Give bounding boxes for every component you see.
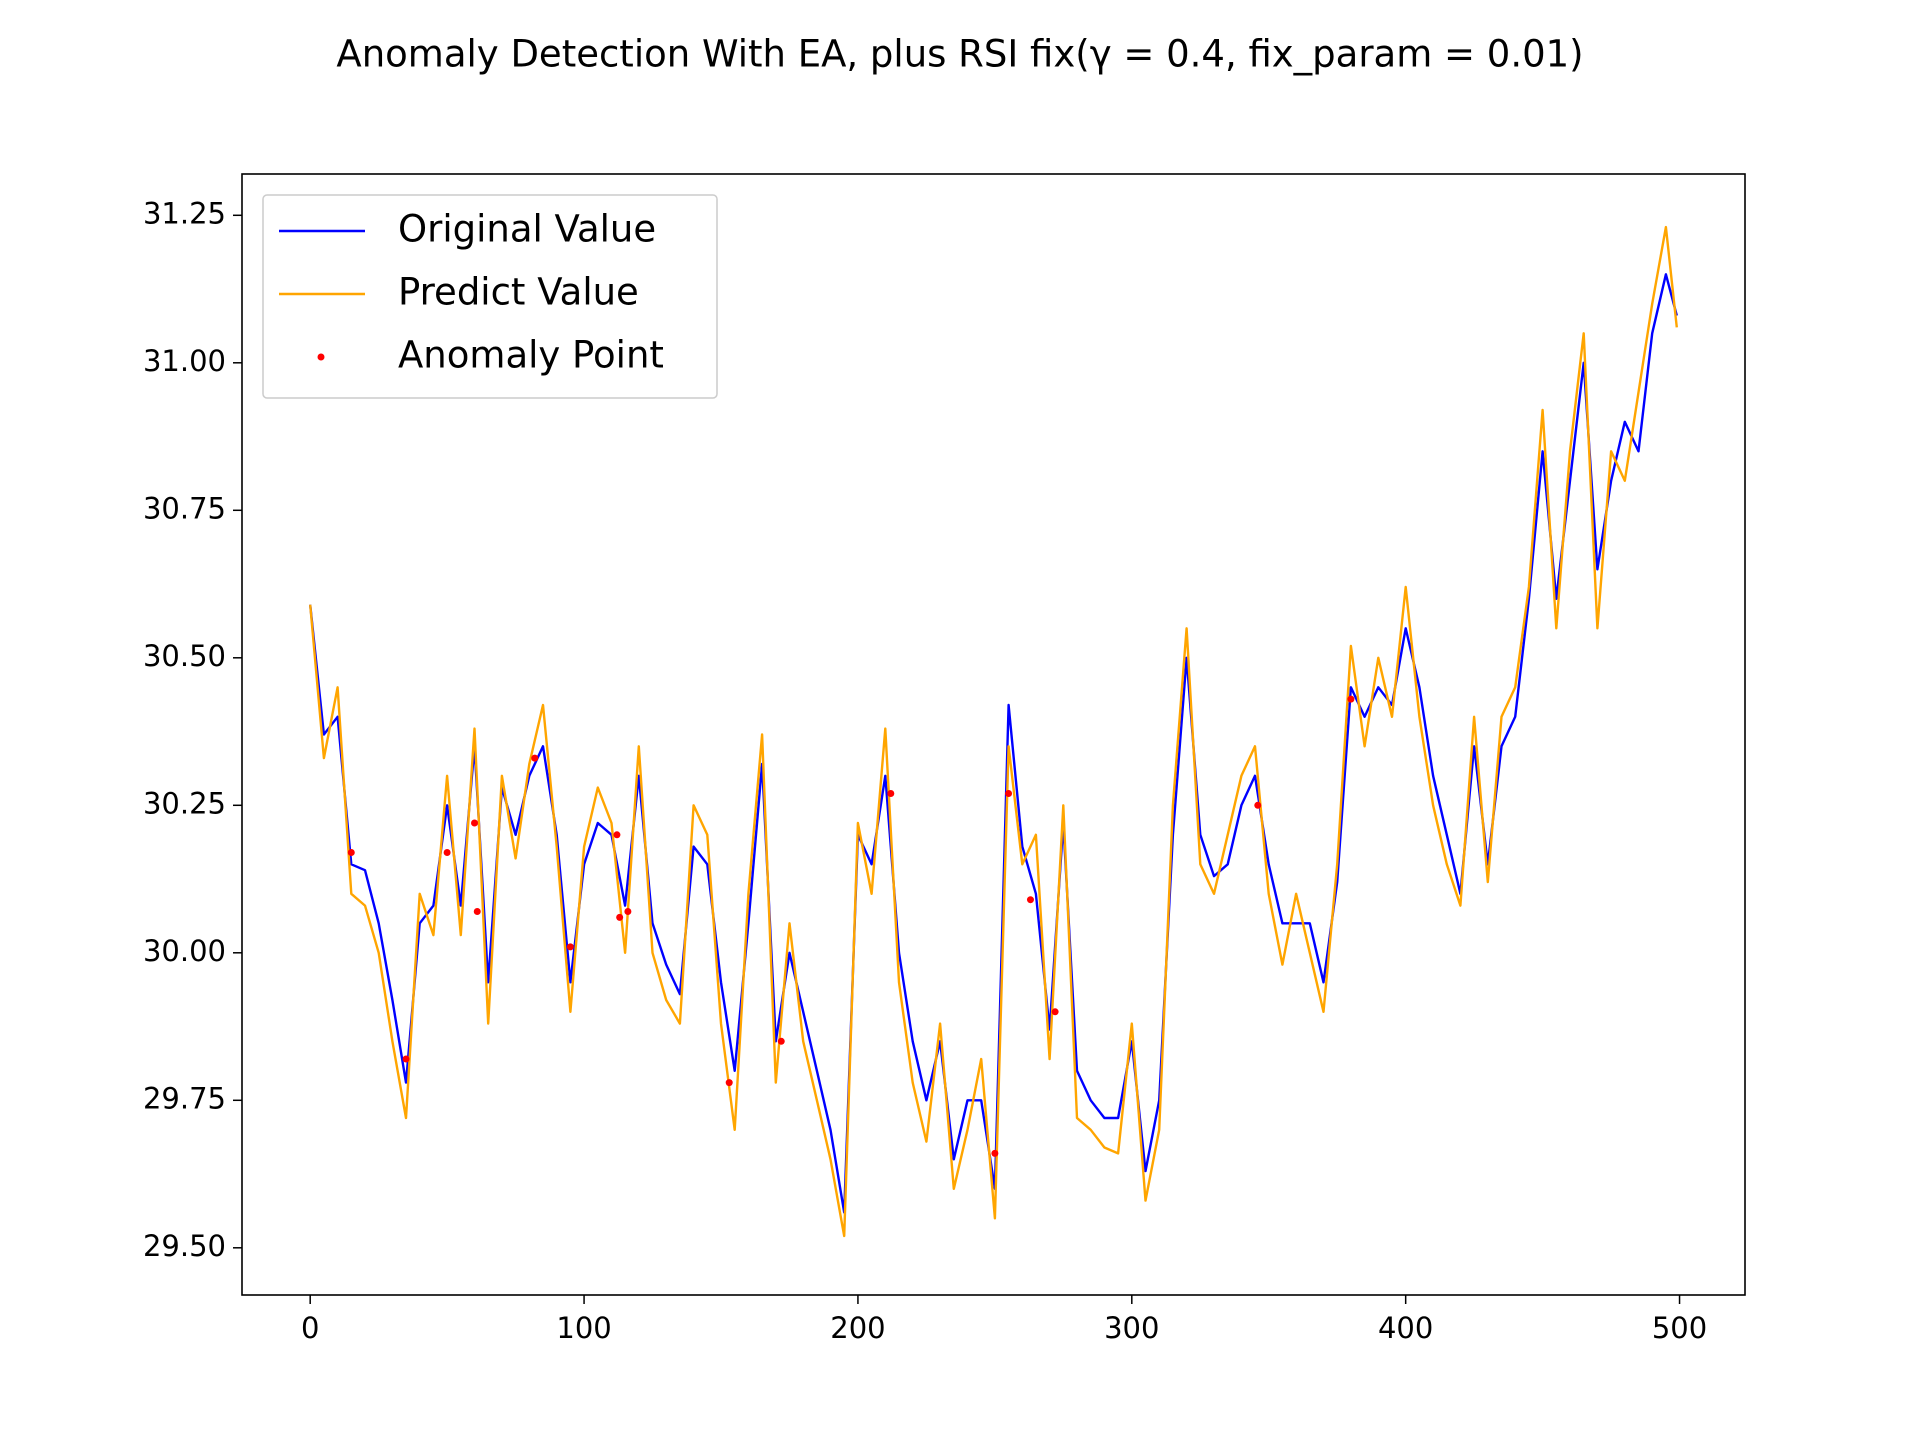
anomaly-point	[1026, 896, 1034, 904]
anomaly-point	[566, 943, 574, 951]
x-tick-label: 0	[301, 1311, 319, 1345]
anomaly-point	[443, 849, 451, 856]
legend-label: Original Value	[398, 208, 656, 251]
anomaly-point	[887, 790, 895, 797]
y-tick-label: 30.50	[143, 639, 226, 673]
anomaly-point	[616, 913, 624, 921]
anomaly-point	[991, 1149, 999, 1157]
y-tick-label: 31.00	[143, 344, 226, 378]
anomaly-point	[473, 908, 481, 915]
x-tick-label: 500	[1652, 1311, 1707, 1345]
anomaly-point	[1051, 1008, 1059, 1016]
anomaly-point	[725, 1079, 733, 1087]
x-tick-label: 100	[556, 1311, 611, 1345]
anomaly-point	[402, 1055, 410, 1063]
legend-marker	[317, 353, 325, 361]
x-tick-label: 200	[830, 1311, 885, 1345]
anomaly-point	[777, 1037, 785, 1045]
series-line	[309, 225, 1678, 1238]
legend-label: Predict Value	[398, 271, 639, 314]
x-tick-label: 400	[1378, 1311, 1433, 1345]
y-tick-label: 30.00	[143, 934, 226, 968]
anomaly-point	[347, 849, 355, 856]
chart-title: Anomaly Detection With EA, plus RSI fix(…	[336, 33, 1583, 76]
legend-box	[262, 194, 718, 399]
anomaly-point	[531, 754, 539, 762]
anomaly-point	[471, 819, 479, 827]
plot-frame	[241, 173, 1746, 1296]
anomaly-point	[624, 908, 632, 915]
anomaly-point	[613, 831, 621, 839]
y-tick-label: 29.75	[143, 1081, 226, 1115]
y-tick-label: 30.75	[143, 491, 226, 525]
anomaly-point	[1347, 695, 1355, 703]
anomaly-point	[1005, 790, 1013, 797]
x-tick-label: 300	[1104, 1311, 1159, 1345]
y-tick-label: 30.25	[143, 786, 226, 820]
anomaly-point	[1254, 801, 1262, 809]
y-tick-label: 29.50	[143, 1229, 226, 1263]
legend-label: Anomaly Point	[398, 334, 664, 377]
y-tick-label: 31.25	[143, 196, 226, 230]
